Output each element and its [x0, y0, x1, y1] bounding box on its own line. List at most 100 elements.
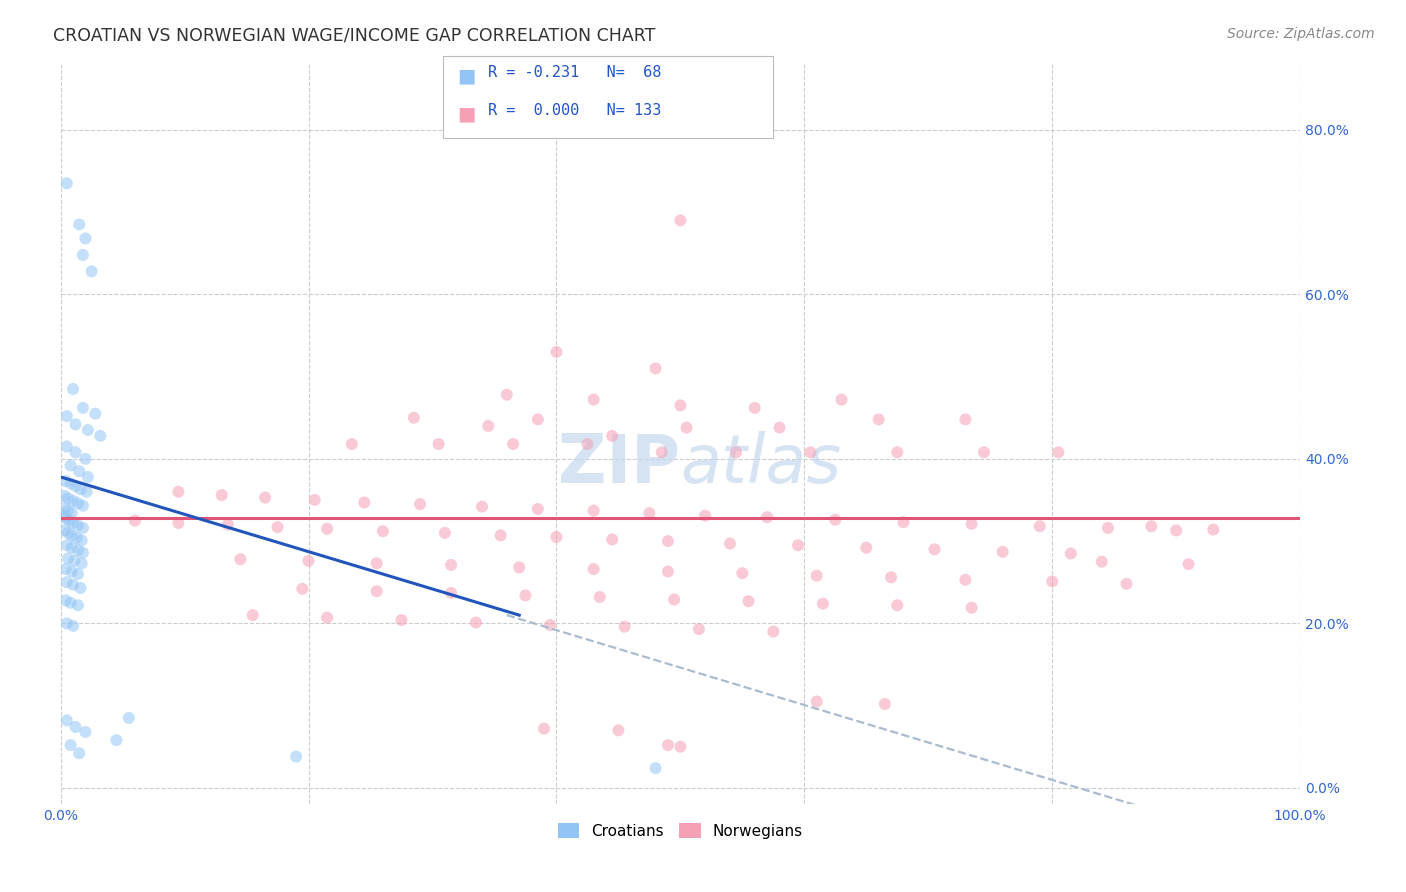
- Point: [669, 213, 692, 227]
- Point: [495, 387, 517, 401]
- Point: [60, 528, 83, 542]
- Point: [55, 562, 77, 576]
- Point: [217, 517, 239, 532]
- Point: [65, 720, 87, 734]
- Point: [55, 511, 77, 525]
- Point: [56, 504, 79, 518]
- Point: [167, 516, 190, 530]
- Point: [744, 401, 766, 415]
- Point: [1047, 445, 1070, 459]
- Point: [124, 514, 146, 528]
- Text: atlas: atlas: [681, 431, 841, 497]
- Point: [688, 622, 710, 636]
- Point: [955, 412, 977, 426]
- Text: ■: ■: [457, 104, 475, 123]
- Point: [806, 694, 828, 708]
- Point: [886, 599, 908, 613]
- Point: [1097, 521, 1119, 535]
- Point: [589, 590, 612, 604]
- Point: [254, 491, 277, 505]
- Point: [1140, 519, 1163, 533]
- Point: [607, 723, 630, 738]
- Point: [69, 581, 91, 595]
- Point: [855, 541, 877, 555]
- Point: [70, 533, 93, 548]
- Point: [76, 484, 98, 499]
- Point: [960, 516, 983, 531]
- Point: [366, 584, 388, 599]
- Point: [62, 577, 84, 591]
- Point: [62, 619, 84, 633]
- Point: [371, 524, 394, 539]
- Text: R =  0.000   N= 133: R = 0.000 N= 133: [488, 103, 661, 118]
- Text: CROATIAN VS NORWEGIAN WAGE/INCOME GAP CORRELATION CHART: CROATIAN VS NORWEGIAN WAGE/INCOME GAP CO…: [53, 27, 655, 45]
- Point: [508, 560, 530, 574]
- Point: [546, 345, 568, 359]
- Point: [924, 542, 946, 557]
- Point: [768, 420, 790, 434]
- Point: [56, 616, 79, 631]
- Point: [63, 554, 86, 568]
- Point: [725, 445, 748, 459]
- Point: [402, 410, 425, 425]
- Point: [1091, 555, 1114, 569]
- Point: [806, 568, 828, 582]
- Point: [291, 582, 314, 596]
- Point: [1115, 577, 1137, 591]
- Point: [638, 506, 661, 520]
- Point: [695, 508, 717, 523]
- Point: [70, 557, 93, 571]
- Point: [873, 697, 896, 711]
- Point: [533, 722, 555, 736]
- Point: [80, 264, 103, 278]
- Point: [731, 566, 754, 581]
- Point: [69, 483, 91, 497]
- Text: ■: ■: [457, 67, 475, 86]
- Point: [56, 714, 79, 728]
- Point: [613, 620, 636, 634]
- Point: [830, 392, 852, 407]
- Point: [440, 586, 463, 600]
- Point: [955, 573, 977, 587]
- Point: [67, 218, 90, 232]
- Point: [527, 502, 550, 516]
- Point: [737, 594, 759, 608]
- Legend: Croatians, Norwegians: Croatians, Norwegians: [551, 817, 808, 845]
- Point: [600, 533, 623, 547]
- Point: [62, 516, 84, 530]
- Point: [67, 747, 90, 761]
- Point: [297, 554, 319, 568]
- Point: [409, 497, 432, 511]
- Point: [242, 608, 264, 623]
- Point: [55, 593, 77, 607]
- Point: [65, 445, 87, 459]
- Point: [56, 525, 79, 540]
- Point: [65, 479, 87, 493]
- Point: [66, 567, 89, 582]
- Point: [893, 515, 915, 529]
- Point: [304, 493, 326, 508]
- Point: [824, 513, 846, 527]
- Point: [960, 600, 983, 615]
- Point: [77, 470, 100, 484]
- Point: [66, 599, 89, 613]
- Point: [366, 557, 388, 571]
- Point: [89, 429, 111, 443]
- Point: [1166, 524, 1188, 538]
- Point: [527, 412, 550, 426]
- Point: [576, 437, 599, 451]
- Point: [644, 761, 666, 775]
- Text: R = -0.231   N=  68: R = -0.231 N= 68: [488, 65, 661, 80]
- Point: [72, 248, 94, 262]
- Point: [229, 552, 252, 566]
- Point: [657, 738, 679, 752]
- Point: [787, 538, 810, 552]
- Point: [60, 565, 83, 579]
- Point: [60, 506, 83, 520]
- Point: [657, 565, 679, 579]
- Point: [477, 419, 499, 434]
- Point: [651, 445, 673, 459]
- Point: [75, 231, 97, 245]
- Point: [56, 440, 79, 454]
- Point: [582, 392, 605, 407]
